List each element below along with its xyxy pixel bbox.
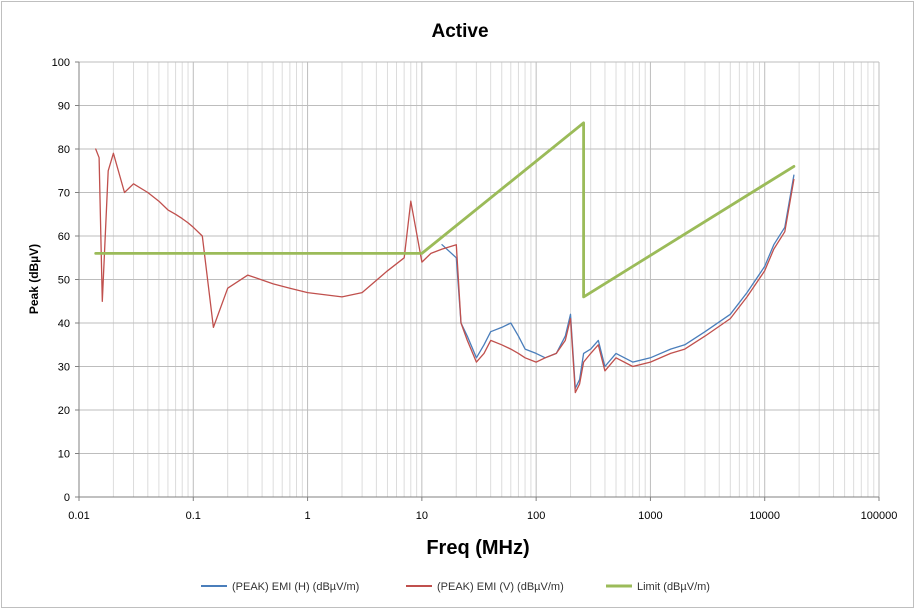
legend: (PEAK) EMI (H) (dBµV/m) (PEAK) EMI (V) (d… xyxy=(201,581,710,593)
x-tick-label: 0.01 xyxy=(68,510,89,522)
y-tick-label: 100 xyxy=(52,57,70,69)
x-tick-label: 10 xyxy=(416,510,428,522)
series-group xyxy=(94,121,796,394)
y-tick-label: 60 xyxy=(58,231,70,243)
x-tick-label: 10000 xyxy=(749,510,780,522)
x-tick-label: 1000 xyxy=(638,510,662,522)
y-tick-label: 40 xyxy=(58,318,70,330)
y-tick-label: 10 xyxy=(58,449,70,461)
grid xyxy=(75,61,880,501)
y-tick-label: 90 xyxy=(58,101,70,113)
y-tick-label: 0 xyxy=(64,492,70,504)
legend-label: (PEAK) EMI (H) (dBµV/m) xyxy=(232,581,359,593)
x-tick-label: 0.1 xyxy=(186,510,201,522)
series-line xyxy=(441,174,795,389)
series-line xyxy=(95,148,795,394)
y-tick-label: 50 xyxy=(58,275,70,287)
legend-label: Limit (dBµV/m) xyxy=(637,581,710,593)
x-tick-label: 1 xyxy=(305,510,311,522)
x-axis-title: Freq (MHz) xyxy=(426,537,529,559)
series-line xyxy=(94,121,796,299)
y-tick-label: 70 xyxy=(58,188,70,200)
y-axis-title: Peak (dBµV) xyxy=(27,244,41,314)
y-tick-label: 80 xyxy=(58,144,70,156)
legend-label: (PEAK) EMI (V) (dBµV/m) xyxy=(437,581,564,593)
x-tick-label: 100000 xyxy=(861,510,898,522)
y-tick-label: 30 xyxy=(58,362,70,374)
chart-title: Active xyxy=(431,21,488,42)
tick-labels: 0 10 20 30 40 50 60 70 80 90 100 0.01 0.1 1 10 100 1000 1… xyxy=(52,57,898,522)
y-tick-label: 20 xyxy=(58,405,70,417)
x-tick-label: 100 xyxy=(527,510,545,522)
